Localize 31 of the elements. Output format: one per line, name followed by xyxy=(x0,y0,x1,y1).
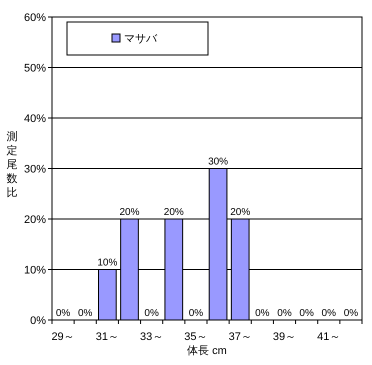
y-tick-label: 10% xyxy=(24,264,46,276)
data-label: 0% xyxy=(56,308,70,319)
data-label: 0% xyxy=(78,308,93,319)
x-axis-title: 体長 cm xyxy=(187,345,227,357)
x-tick-label: 39～ xyxy=(272,331,296,343)
x-tick-label: 29～ xyxy=(51,331,75,343)
y-tick-label: 40% xyxy=(24,113,46,125)
y-tick-label: 0% xyxy=(30,315,46,327)
x-tick-label: 37～ xyxy=(228,331,252,343)
data-label: 20% xyxy=(119,207,140,218)
data-label: 0% xyxy=(255,308,270,319)
data-label: 0% xyxy=(277,308,292,319)
y-tick-label: 60% xyxy=(24,12,46,24)
y-axis-title: 測定尾数比 xyxy=(6,131,18,199)
data-label: 20% xyxy=(164,207,184,218)
data-label: 0% xyxy=(299,308,314,319)
data-label: 20% xyxy=(230,207,250,218)
x-tick-label: 31～ xyxy=(96,331,119,343)
data-label: 0% xyxy=(144,308,159,319)
data-label: 0% xyxy=(188,308,204,319)
data-label: 10% xyxy=(97,258,118,268)
x-tick-label: 33～ xyxy=(140,331,164,343)
y-tick-label: 50% xyxy=(24,62,46,74)
data-label: 0% xyxy=(344,308,358,319)
x-tick-label: 35～ xyxy=(184,331,208,343)
data-label: 0% xyxy=(322,308,336,319)
y-tick-label: 30% xyxy=(24,164,46,176)
x-tick-label: 41～ xyxy=(317,331,340,343)
data-label: 30% xyxy=(208,156,228,168)
legend-label: マサバ xyxy=(124,33,158,45)
y-tick-label: 20% xyxy=(24,214,46,226)
